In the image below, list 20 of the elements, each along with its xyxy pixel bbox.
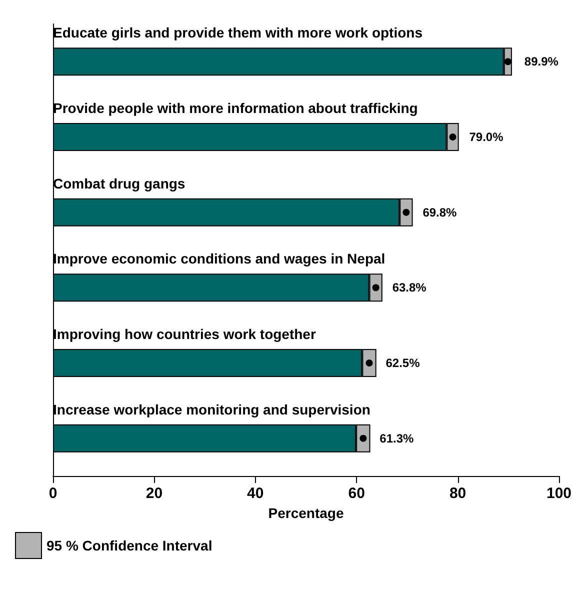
data-label: 61.3%: [380, 431, 414, 446]
x-tick-label: 40: [247, 485, 264, 502]
x-tick-label: 20: [146, 485, 163, 502]
data-label: 89.9%: [524, 54, 559, 69]
x-tick-label: 80: [449, 485, 466, 502]
y-tick-label: Educate girls and provide them with more work options: [53, 24, 423, 41]
y-tick-label: Improving how countries work together: [53, 326, 316, 342]
y-tick-label: Improve economic conditions and wages in Nepal: [53, 250, 386, 267]
data-label: 79.0%: [469, 130, 504, 144]
x-tick-label: 0: [48, 485, 58, 502]
y-tick-label: Combat drug gangs: [53, 175, 186, 192]
data-label: 62.5%: [386, 356, 420, 370]
legend-label: 95 % Confidence Interval: [46, 538, 212, 554]
x-tick-label: 100: [546, 485, 572, 502]
data-label: 69.8%: [422, 205, 458, 220]
y-tick-label: Increase workplace monitoring and supervision: [53, 401, 370, 418]
x-axis-title: Percentage: [268, 504, 344, 521]
data-label: 63.8%: [392, 280, 427, 295]
x-tick-label: 60: [348, 485, 365, 502]
y-tick-label: Provide people with more information about trafficking: [53, 100, 418, 116]
